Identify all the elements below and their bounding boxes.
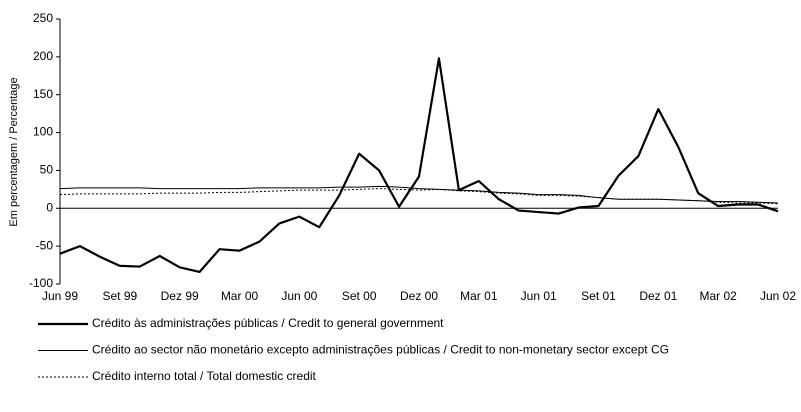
- legend-label: Crédito interno total / Total domestic c…: [92, 369, 317, 383]
- x-tick-label: Jun 99: [42, 289, 78, 303]
- x-tick-label: Jun 02: [760, 289, 796, 303]
- series-line: [59, 188, 779, 205]
- x-tick-label: Dez 01: [639, 289, 677, 303]
- y-tick-label: 200: [33, 49, 53, 63]
- y-tick-label: 50: [40, 163, 54, 177]
- y-tick-label: 100: [33, 125, 53, 139]
- y-tick-label: 250: [33, 11, 53, 25]
- x-tick-label: Mar 01: [460, 289, 498, 303]
- x-tick-label: Mar 00: [221, 289, 259, 303]
- x-tick-label: Dez 99: [161, 289, 199, 303]
- series-line: [59, 57, 779, 273]
- x-tick-label: Set 99: [102, 289, 137, 303]
- x-tick-label: Dez 00: [400, 289, 438, 303]
- x-tick-label: Jun 01: [521, 289, 557, 303]
- x-tick-label: Set 00: [342, 289, 377, 303]
- y-tick-label: 0: [46, 200, 53, 214]
- legend-label: Crédito ao sector não monetário excepto …: [92, 343, 669, 357]
- y-tick-label: 150: [33, 87, 53, 101]
- x-tick-label: Set 01: [581, 289, 616, 303]
- series-line: [59, 185, 779, 204]
- y-tick-label: -100: [29, 276, 53, 290]
- x-tick-label: Jun 00: [281, 289, 317, 303]
- legend-label: Crédito às administrações públicas / Cre…: [92, 316, 444, 330]
- x-tick-label: Mar 02: [699, 289, 737, 303]
- y-axis-label: Em percentagem / Percentage: [8, 77, 20, 226]
- y-tick-label: -50: [36, 238, 54, 252]
